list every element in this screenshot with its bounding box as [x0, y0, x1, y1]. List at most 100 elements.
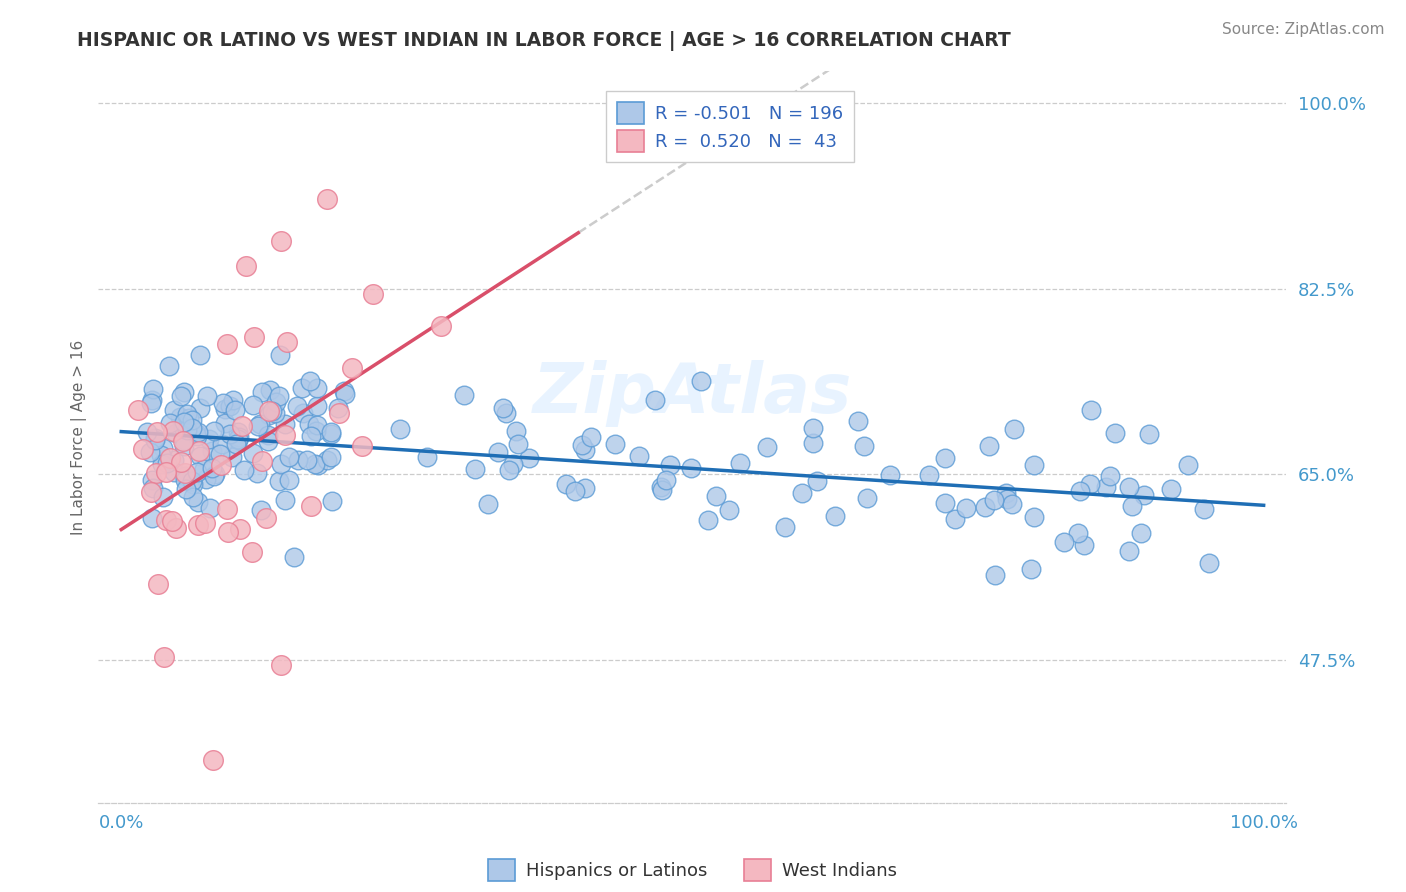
- Point: [160, 515, 183, 529]
- Point: [498, 463, 520, 477]
- Point: [163, 453, 186, 467]
- Point: [274, 417, 297, 431]
- Point: [181, 477, 204, 491]
- Point: [304, 458, 326, 472]
- Point: [555, 477, 578, 491]
- Point: [651, 483, 673, 497]
- Point: [453, 388, 475, 402]
- Point: [228, 430, 250, 444]
- Point: [718, 503, 741, 517]
- Point: [181, 412, 204, 426]
- Point: [287, 399, 309, 413]
- Point: [1118, 479, 1140, 493]
- Legend: Hispanics or Latinos, West Indians: Hispanics or Latinos, West Indians: [481, 852, 904, 888]
- Point: [173, 469, 195, 483]
- Point: [415, 450, 437, 464]
- Point: [211, 437, 233, 451]
- Point: [162, 424, 184, 438]
- Point: [172, 420, 194, 434]
- Point: [145, 425, 167, 439]
- Point: [231, 419, 253, 434]
- Point: [186, 465, 208, 479]
- Point: [187, 517, 209, 532]
- Point: [574, 481, 596, 495]
- Point: [1078, 477, 1101, 491]
- Point: [202, 424, 225, 438]
- Point: [1099, 469, 1122, 483]
- Point: [157, 359, 180, 374]
- Point: [340, 360, 363, 375]
- Point: [319, 427, 342, 442]
- Point: [202, 468, 225, 483]
- Point: [141, 511, 163, 525]
- Point: [571, 437, 593, 451]
- Point: [1066, 525, 1088, 540]
- Point: [174, 483, 197, 497]
- Point: [194, 516, 217, 530]
- Point: [172, 434, 194, 448]
- Point: [173, 384, 195, 399]
- Point: [1022, 509, 1045, 524]
- Point: [984, 568, 1007, 582]
- Point: [486, 444, 509, 458]
- Point: [155, 465, 177, 479]
- Point: [879, 468, 901, 483]
- Point: [155, 512, 177, 526]
- Point: [142, 481, 165, 495]
- Point: [247, 418, 270, 433]
- Point: [655, 474, 678, 488]
- Point: [270, 234, 292, 248]
- Point: [295, 452, 318, 467]
- Point: [315, 452, 337, 467]
- Point: [1069, 483, 1091, 498]
- Point: [198, 501, 221, 516]
- Point: [170, 388, 193, 402]
- Point: [212, 396, 235, 410]
- Point: [517, 450, 540, 465]
- Point: [184, 425, 207, 440]
- Point: [249, 417, 271, 431]
- Point: [163, 465, 186, 479]
- Point: [803, 421, 825, 435]
- Point: [1022, 458, 1045, 472]
- Point: [193, 462, 215, 476]
- Point: [1118, 543, 1140, 558]
- Point: [152, 490, 174, 504]
- Point: [209, 458, 232, 473]
- Point: [650, 480, 672, 494]
- Point: [163, 402, 186, 417]
- Point: [917, 467, 939, 482]
- Point: [1073, 538, 1095, 552]
- Point: [773, 520, 796, 534]
- Point: [856, 491, 879, 505]
- Point: [188, 449, 211, 463]
- Point: [257, 404, 280, 418]
- Point: [177, 410, 200, 425]
- Text: Source: ZipAtlas.com: Source: ZipAtlas.com: [1222, 22, 1385, 37]
- Point: [139, 445, 162, 459]
- Point: [257, 434, 280, 449]
- Point: [627, 449, 650, 463]
- Point: [173, 467, 195, 481]
- Point: [315, 192, 337, 206]
- Point: [204, 467, 226, 481]
- Point: [259, 383, 281, 397]
- Point: [187, 495, 209, 509]
- Point: [564, 483, 586, 498]
- Point: [388, 422, 411, 436]
- Point: [270, 458, 292, 472]
- Point: [246, 467, 269, 481]
- Point: [173, 415, 195, 429]
- Point: [644, 392, 666, 407]
- Point: [226, 433, 249, 447]
- Point: [332, 384, 354, 398]
- Point: [276, 334, 298, 349]
- Point: [291, 381, 314, 395]
- Point: [233, 463, 256, 477]
- Point: [297, 417, 319, 432]
- Point: [152, 441, 174, 455]
- Point: [581, 430, 603, 444]
- Point: [269, 348, 291, 362]
- Point: [222, 393, 245, 408]
- Point: [983, 492, 1005, 507]
